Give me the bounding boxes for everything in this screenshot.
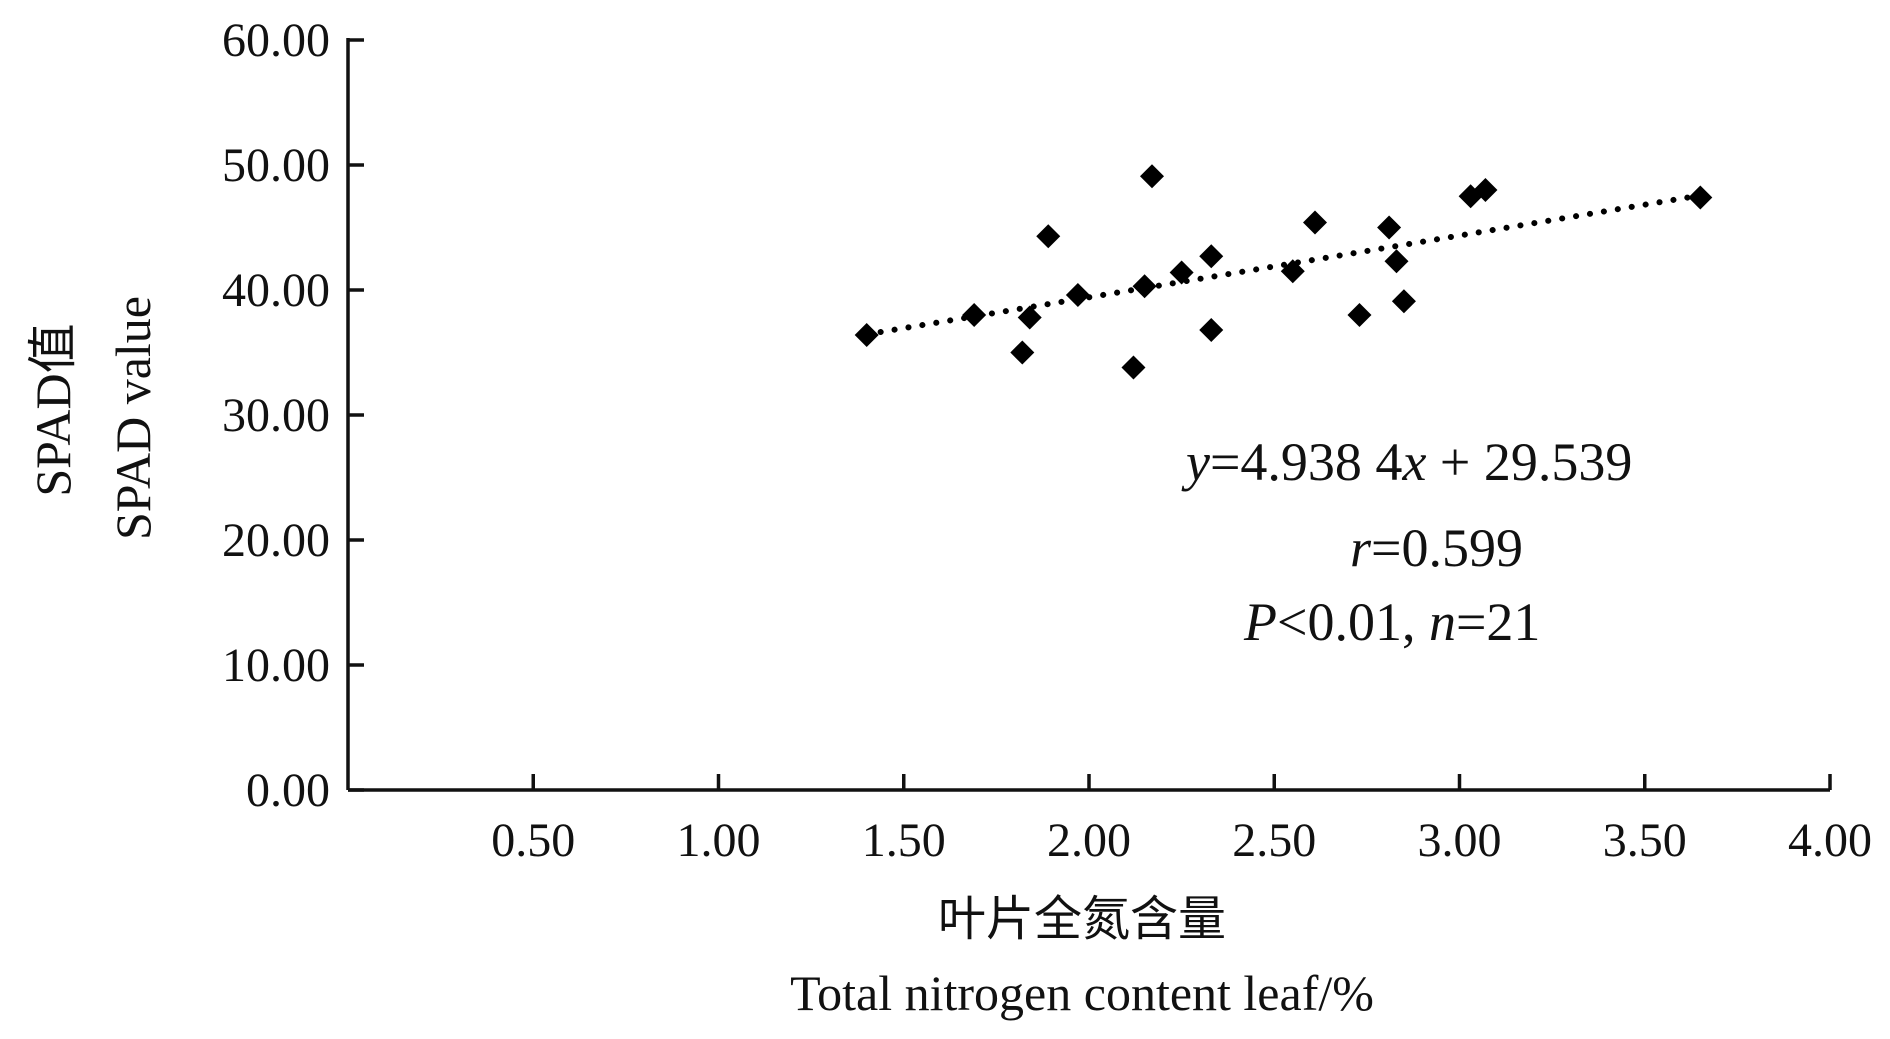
plot-area: 0.00 10.00 20.00 30.00 40.00 50.00 60.00 0.50 1…: [222, 14, 1872, 867]
x-axis-title-cn: 叶片全氮含量: [938, 891, 1226, 947]
x-axis-title: 叶片全氮含量 Total nitrogen content leaf/%: [790, 891, 1374, 1021]
significance-and-sample-size: P<0.01, n=21: [1243, 592, 1540, 652]
data-point-diamond: [1065, 283, 1090, 307]
x-tick-label: 1.50: [862, 814, 946, 867]
data-point-diamond: [1384, 249, 1409, 274]
x-axis-title-en: Total nitrogen content leaf/%: [790, 965, 1374, 1021]
y-tick-label: 20.00: [222, 514, 330, 567]
data-point-diamond: [1688, 185, 1713, 210]
y-axis-title-cn: SPAD值: [25, 323, 81, 496]
data-point-diamond: [1391, 289, 1416, 314]
x-tick-label: 1.00: [677, 814, 761, 867]
y-tick-label: 60.00: [222, 14, 330, 67]
data-points: [854, 164, 1713, 380]
data-point-diamond: [1303, 210, 1328, 235]
x-tick-label: 3.00: [1418, 814, 1502, 867]
y-tick-label: 10.00: [222, 639, 330, 692]
data-point-diamond: [1473, 178, 1498, 202]
data-point-diamond: [1010, 340, 1035, 365]
data-point-diamond: [1280, 259, 1305, 284]
data-point-diamond: [854, 323, 879, 347]
data-point-diamond: [1377, 215, 1402, 240]
data-point-diamond: [1199, 244, 1224, 269]
data-point-diamond: [1199, 318, 1224, 342]
data-point-diamond: [1139, 164, 1164, 189]
y-axis-title: SPAD值 SPAD value: [25, 296, 161, 540]
regression-equation: y=4.938 4x + 29.539: [1181, 432, 1632, 492]
y-tick-label: 30.00: [222, 389, 330, 442]
data-point-diamond: [1121, 355, 1146, 380]
x-tick-label: 3.50: [1603, 814, 1687, 867]
data-point-diamond: [962, 303, 987, 327]
y-tick-label: 50.00: [222, 139, 330, 192]
y-axis-ticks: 0.00 10.00 20.00 30.00 40.00 50.00 60.00: [222, 14, 364, 817]
x-axis-ticks: 0.50 1.00 1.50 2.00 2.50 3.00 3.50 4.00: [491, 774, 1872, 867]
x-tick-label: 4.00: [1788, 814, 1872, 867]
trend-line: [863, 192, 1704, 338]
y-axis-title-en: SPAD value: [105, 296, 161, 540]
x-tick-label: 2.50: [1232, 814, 1316, 867]
x-tick-label: 0.50: [491, 814, 575, 867]
data-point-diamond: [1169, 260, 1194, 285]
y-tick-label: 40.00: [222, 264, 330, 317]
regression-annotation: y=4.938 4x + 29.539 r=0.599 P<0.01, n=21: [1181, 432, 1632, 652]
correlation-coefficient: r=0.599: [1350, 518, 1523, 578]
y-tick-label: 0.00: [246, 764, 330, 817]
data-point-diamond: [1036, 224, 1061, 249]
data-point-diamond: [1132, 274, 1157, 299]
data-point-diamond: [1347, 303, 1372, 327]
data-point-diamond: [1017, 305, 1042, 330]
x-tick-label: 2.00: [1047, 814, 1131, 867]
